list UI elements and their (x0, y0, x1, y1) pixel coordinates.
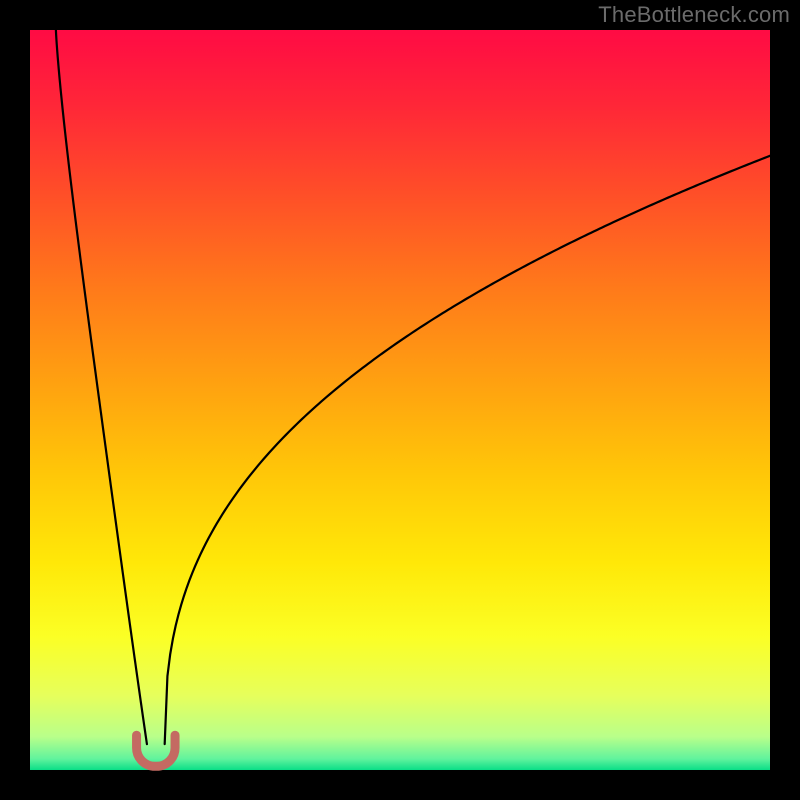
chart-gradient-bg (30, 30, 770, 770)
attribution-label: TheBottleneck.com (598, 2, 790, 28)
chart-container: TheBottleneck.com (0, 0, 800, 800)
bottleneck-chart (0, 0, 800, 800)
